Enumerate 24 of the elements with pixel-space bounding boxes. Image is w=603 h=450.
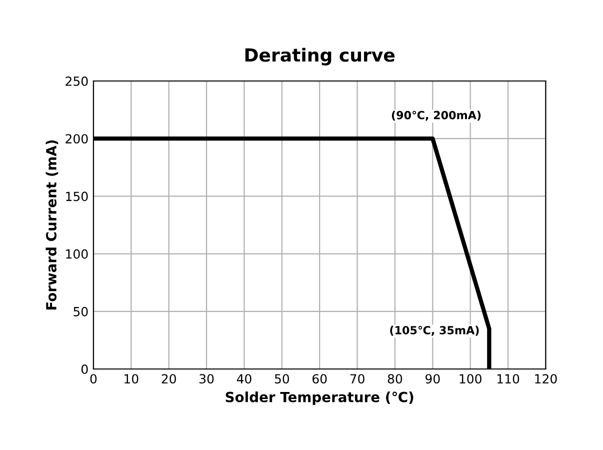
y-axis-title: Forward Current (mA) (46, 140, 58, 310)
x-tick-label: 0 (90, 374, 97, 384)
x-tick-label: 50 (274, 374, 290, 384)
x-tick-label: 60 (312, 374, 327, 384)
x-tick-label: 40 (236, 374, 252, 384)
x-tick-label: 20 (162, 374, 176, 384)
x-tick-label: 100 (460, 374, 482, 384)
x-tick-label: 80 (388, 374, 402, 384)
x-tick-label: 10 (124, 374, 138, 384)
y-tick-label: 200 (66, 134, 88, 144)
annotation: (90℃, 200mA) (392, 110, 481, 121)
x-tick-label: 70 (350, 374, 364, 384)
y-tick-label: 0 (81, 364, 88, 374)
annotation: (105℃, 35mA) (390, 326, 479, 336)
x-tick-label: 90 (425, 374, 440, 384)
y-tick-label: 50 (74, 306, 88, 316)
y-tick-label: 100 (66, 249, 88, 259)
y-tick-label: 250 (66, 76, 88, 86)
x-tick-label: 120 (535, 374, 557, 384)
y-tick-label: 150 (66, 192, 88, 202)
x-tick-label: 110 (497, 374, 520, 384)
x-tick-label: 30 (200, 374, 214, 384)
x-axis-title: Solder Temperature (℃) (226, 392, 414, 405)
chart-title: Derating curve (245, 48, 395, 66)
